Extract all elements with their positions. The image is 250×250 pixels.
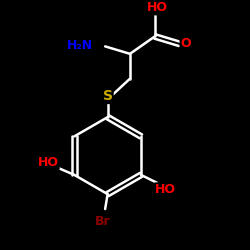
Text: HO: HO [38,156,59,169]
Text: HO: HO [147,2,168,15]
Text: S: S [102,89,113,103]
Text: HO: HO [155,183,176,196]
Text: Br: Br [95,215,110,228]
Text: O: O [180,38,191,51]
Text: H₂N: H₂N [66,39,93,52]
